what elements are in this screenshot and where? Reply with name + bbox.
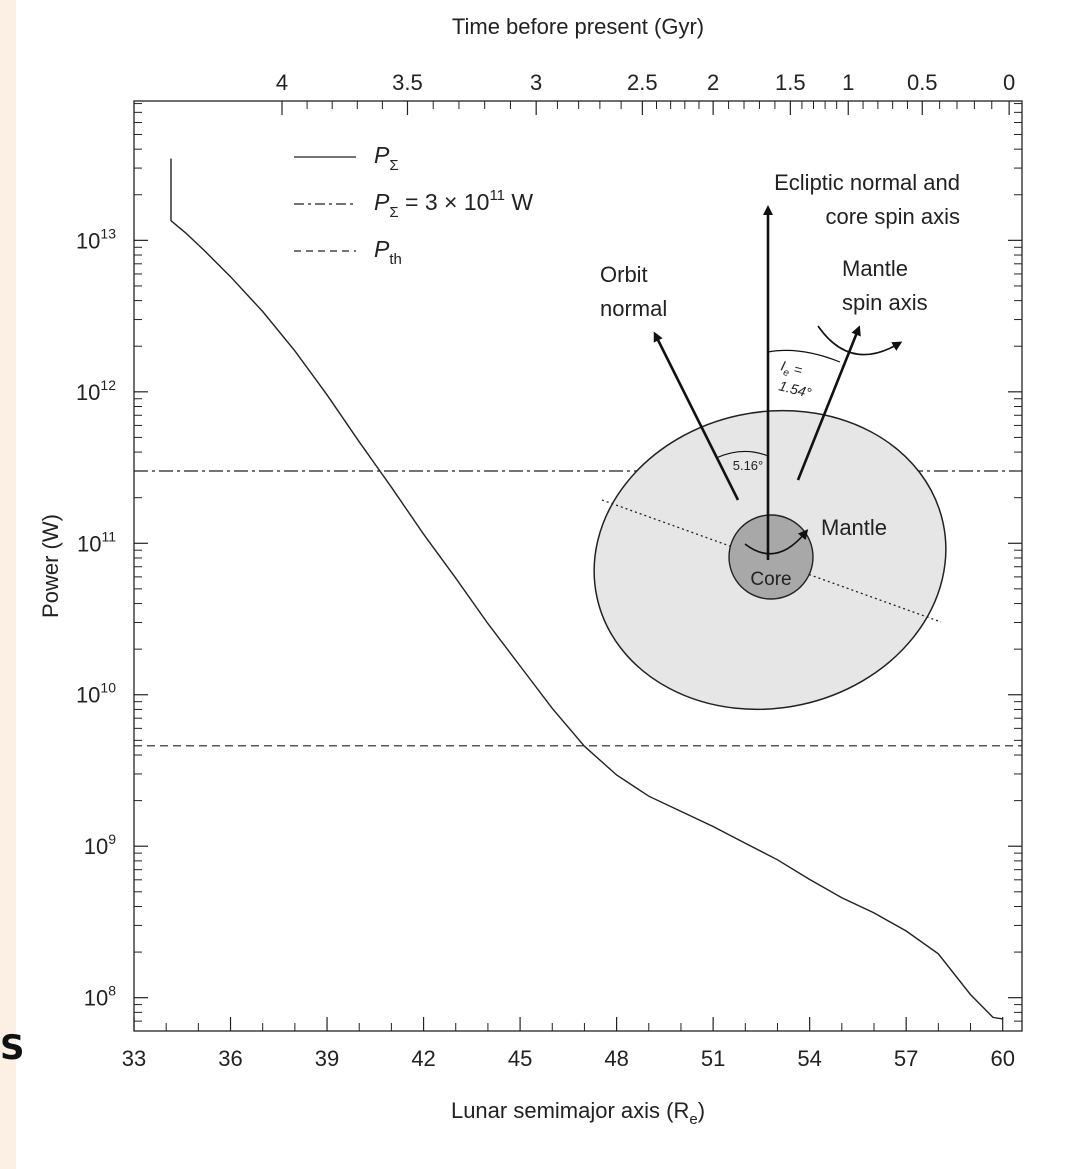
- x-tick-label: 51: [701, 1046, 725, 1071]
- ie-value: 1.54°: [777, 377, 813, 401]
- x-tick-label: 33: [122, 1046, 146, 1071]
- top-tick-label: 2.5: [627, 70, 658, 95]
- mantle-rotation-arc: [817, 325, 903, 356]
- top-tick-label: 0.5: [907, 70, 938, 95]
- stray-glyph: S: [0, 1028, 25, 1068]
- x-tick-label: 57: [894, 1046, 918, 1071]
- mantle-spin-axis-label-line2: spin axis: [842, 290, 928, 315]
- legend-entry-label: Pth: [374, 236, 402, 268]
- x-tick-label: 39: [315, 1046, 339, 1071]
- top-tick-label: 3.5: [392, 70, 423, 95]
- orbit-normal-label-line2: normal: [600, 296, 667, 321]
- y-axis-title: Power (W): [38, 514, 63, 618]
- top-tick-label: 1.5: [775, 70, 806, 95]
- plot-frame: [133, 100, 1023, 1032]
- top-tick-label: 1: [842, 70, 854, 95]
- x-tick-label: 60: [990, 1046, 1014, 1071]
- y-tick-label: 1010: [76, 680, 116, 708]
- x-tick-label: 36: [218, 1046, 242, 1071]
- y-tick-label: 1013: [76, 225, 116, 253]
- angle-arc-5-16: [715, 450, 769, 459]
- ecliptic-normal-label: Ecliptic normal and: [774, 170, 960, 195]
- x-tick-label: 48: [604, 1046, 628, 1071]
- top-tick-label: 0: [1003, 70, 1015, 95]
- x-axis-title: Lunar semimajor axis (Re): [451, 1098, 705, 1128]
- y-tick-label: 1011: [77, 528, 116, 556]
- y-tick-label: 108: [84, 983, 116, 1011]
- series-p-sigma-line: [170, 158, 1003, 1020]
- mantle-spin-axis-label: Mantle: [842, 256, 908, 281]
- x-tick-label: 45: [508, 1046, 532, 1071]
- ie-label: Ie =: [778, 357, 804, 382]
- orbit-normal-arrow: [653, 331, 740, 501]
- legend-entry-label: PΣ: [374, 142, 399, 174]
- ecliptic-normal-label-line2: core spin axis: [825, 204, 960, 229]
- y-tick-label: 109: [84, 831, 116, 859]
- orbit-normal-label: Orbit: [600, 262, 648, 287]
- legend-entry-label: PΣ = 3 × 1011 W: [374, 187, 533, 221]
- mantle-label: Mantle: [821, 515, 887, 540]
- angle-5-16-label: 5.16°: [733, 458, 764, 473]
- core-rotation-arc: [744, 529, 809, 555]
- top-tick-label: 3: [530, 70, 542, 95]
- core-circle: [728, 514, 814, 600]
- x-tick-label: 54: [797, 1046, 821, 1071]
- angle-arc-ie: [767, 349, 841, 363]
- x-tick-label: 42: [411, 1046, 435, 1071]
- mantle-spin-axis-arrow: [796, 325, 861, 481]
- core-label: Core: [750, 569, 791, 590]
- top-tick-label: 4: [276, 70, 288, 95]
- top-tick-label: 2: [707, 70, 719, 95]
- y-tick-label: 1012: [76, 377, 116, 405]
- top-axis-title: Time before present (Gyr): [452, 14, 704, 39]
